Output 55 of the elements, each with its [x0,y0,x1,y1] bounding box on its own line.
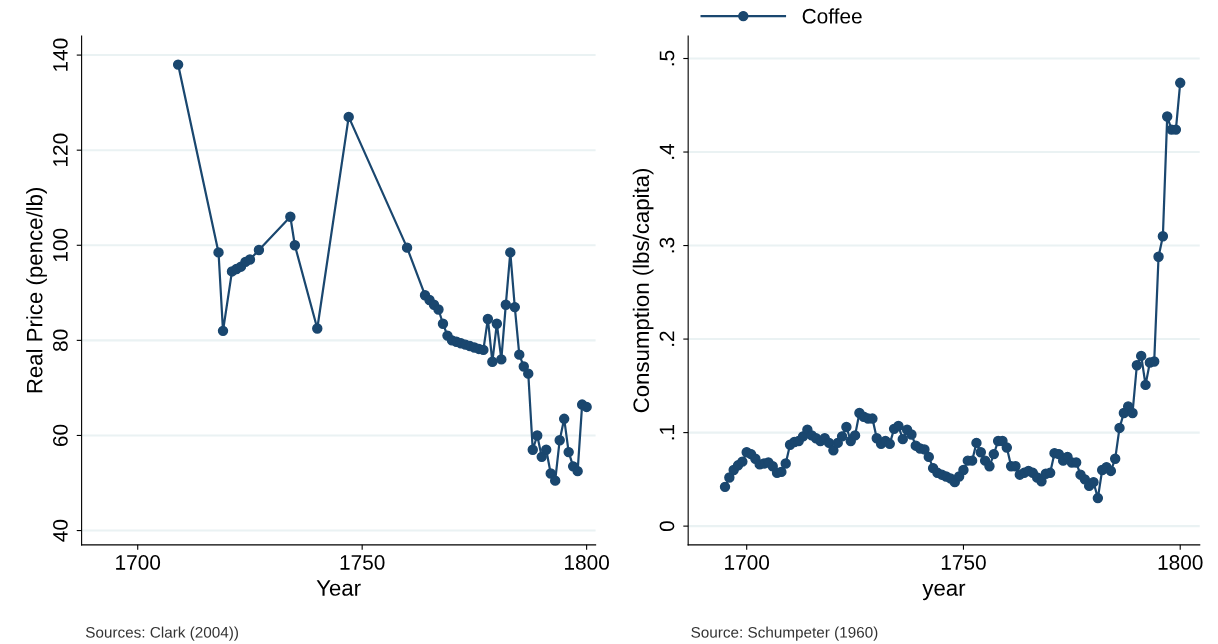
y-tick-label: .3 [659,237,675,253]
point [509,301,521,313]
x-tick-label: 1700 [725,555,770,570]
legend-label: Coffee [802,8,862,24]
point [554,435,565,446]
point [244,254,256,265]
point [433,304,444,315]
point [532,430,543,441]
point [401,242,413,253]
point [343,111,354,123]
point [572,465,583,477]
x-tick-label: 1800 [1158,555,1203,570]
point [505,247,516,258]
point [289,240,301,251]
y-tick-label: 40 [53,519,68,542]
x-axis-title: Year [316,580,361,596]
point [558,413,570,425]
x-tick-label: 1750 [941,555,986,570]
point [437,318,449,329]
y-tick-label: 0 [659,521,675,532]
point [549,475,561,486]
point [172,59,184,70]
source-note: Sources: Clark (2004)) [85,626,238,641]
y-tick-label: 80 [53,329,68,352]
point [253,244,265,256]
point [312,323,323,334]
y-tick-label: 120 [53,133,68,166]
point [523,368,534,379]
point [482,313,494,325]
y-tick-label: .1 [659,424,675,440]
y-tick-label: .2 [659,331,675,346]
point [285,211,296,222]
y-axis-title: Consumption (lbs/capita) [632,168,654,413]
y-axis-title: Real Price (pence/lb) [26,188,47,393]
x-axis-title: year [922,583,966,601]
point [487,356,498,367]
x-tick-label: 1800 [565,555,609,570]
y-tick-label: 100 [53,228,68,262]
point [527,444,538,455]
point [541,444,552,455]
x-tick-label: 1750 [340,555,385,570]
point [217,325,229,337]
y-tick-label: .4 [659,143,675,159]
y-tick-label: 140 [53,38,68,71]
point [514,349,525,360]
y-tick-label: 60 [53,424,68,446]
point [500,299,512,310]
point [496,354,507,365]
y-tick-label: .5 [659,50,675,66]
point [536,451,547,463]
source-note: Source: Schumpeter (1960) [691,626,878,641]
point [213,247,224,258]
point [491,318,503,329]
x-tick-label: 1700 [116,555,161,570]
point [563,446,574,458]
